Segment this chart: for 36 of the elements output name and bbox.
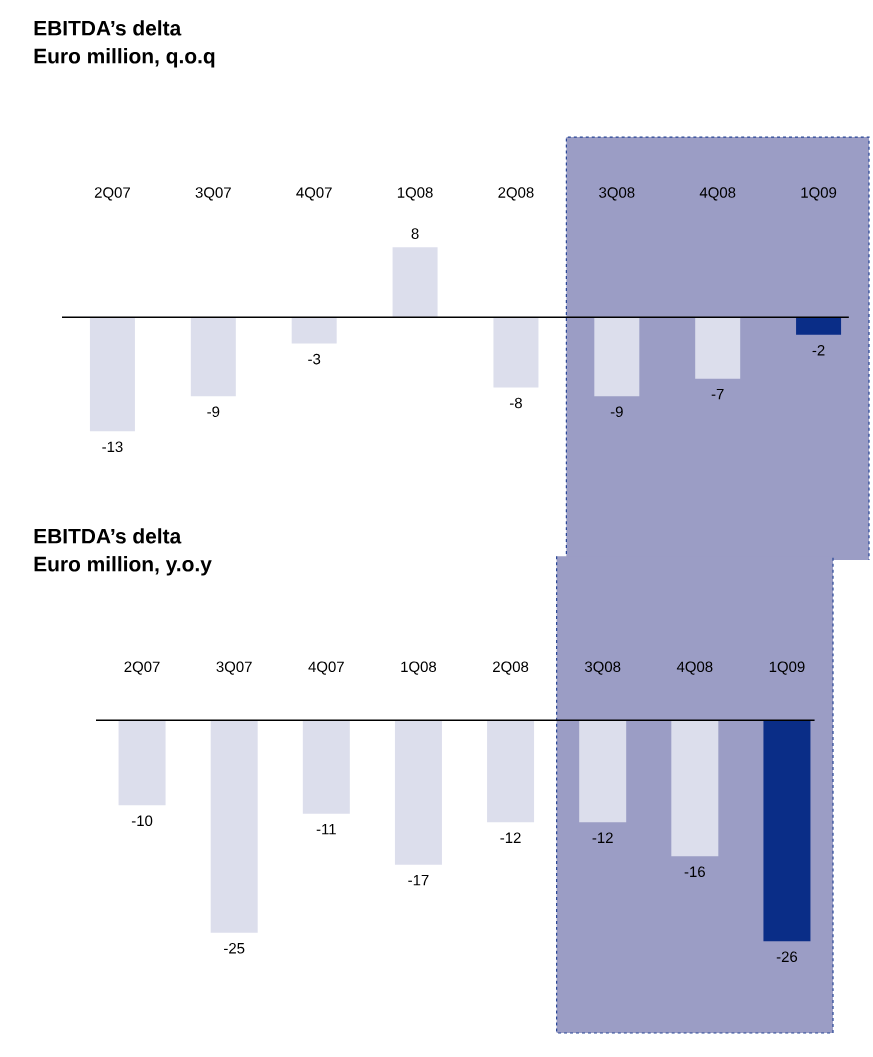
x-tick-label: 1Q09 [801, 187, 837, 201]
data-label: -8 [509, 397, 522, 409]
x-tick-label: 3Q07 [195, 187, 231, 201]
x-tick-label: 3Q07 [216, 661, 252, 675]
chart-title: EBITDA’s delta [34, 20, 182, 36]
data-label: -9 [610, 406, 623, 418]
x-tick-label: 1Q08 [397, 187, 433, 201]
chart-subtitle: Euro million, q.o.q [34, 48, 215, 68]
chart-title: EBITDA’s delta [34, 528, 182, 544]
data-label: -13 [102, 441, 123, 453]
data-label: -2 [812, 345, 825, 356]
x-tick-label: 4Q07 [296, 187, 332, 201]
data-label: -9 [207, 406, 220, 418]
data-label: 8 [411, 228, 419, 239]
x-tick-label: 4Q08 [699, 187, 736, 201]
x-tick-label: 4Q07 [308, 661, 344, 675]
x-tick-label: 2Q07 [94, 187, 130, 201]
x-tick-label: 3Q08 [584, 661, 621, 675]
data-label: -3 [308, 353, 321, 365]
chart-subtitle: Euro million, y.o.y [34, 556, 212, 576]
x-tick-label: 2Q08 [498, 187, 534, 201]
data-label: -11 [316, 823, 336, 835]
x-tick-label: 2Q08 [493, 661, 529, 675]
x-tick-label: 1Q09 [769, 661, 805, 675]
data-label: -25 [224, 942, 245, 954]
data-label: -16 [684, 866, 705, 878]
x-tick-label: 1Q08 [401, 661, 437, 675]
data-label: -26 [776, 951, 798, 963]
x-tick-label: 3Q08 [599, 187, 635, 201]
data-label: -12 [500, 832, 521, 843]
data-label: -17 [408, 874, 429, 886]
data-label: -12 [592, 832, 613, 843]
x-tick-label: 4Q08 [676, 661, 713, 675]
data-label: -10 [131, 815, 153, 827]
x-tick-label: 2Q07 [124, 661, 160, 675]
data-label: -7 [711, 388, 724, 400]
